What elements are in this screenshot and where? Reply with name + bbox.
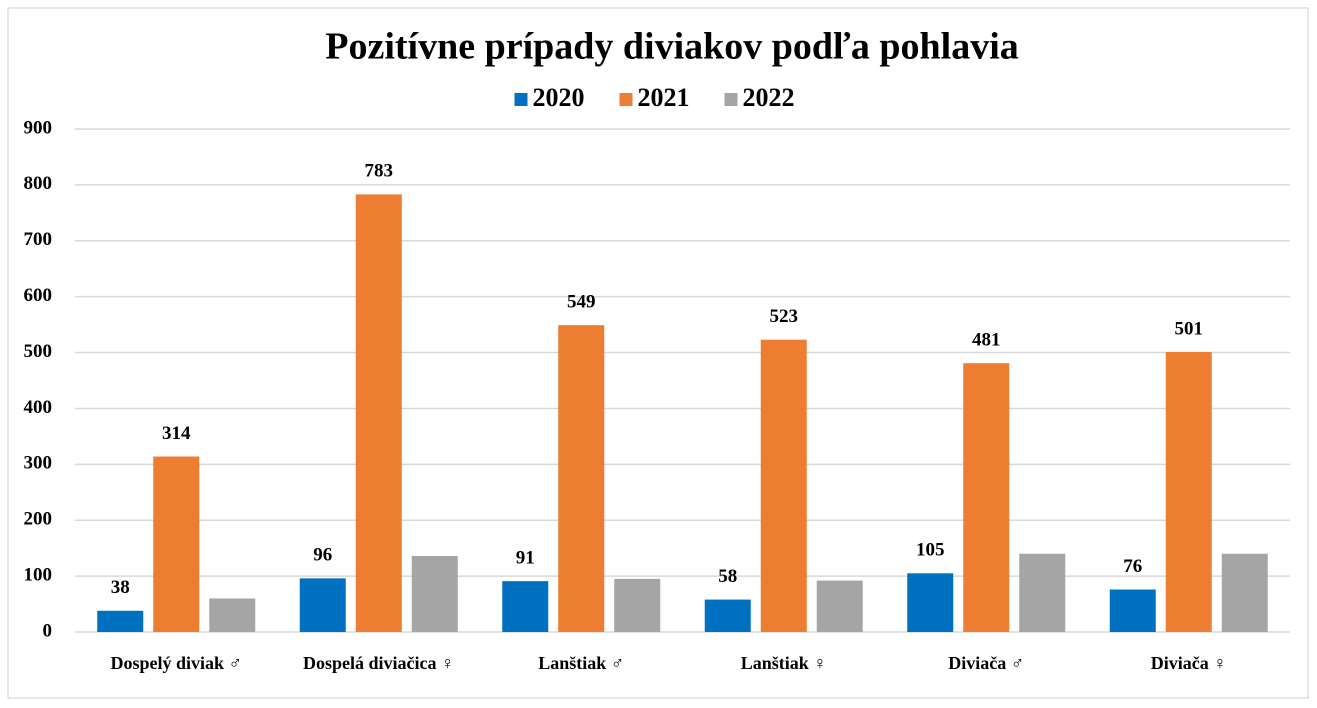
bar bbox=[299, 578, 346, 632]
bar bbox=[963, 363, 1010, 632]
data-label: 783 bbox=[365, 161, 394, 182]
chart-title: Pozitívne prípady diviakov podľa pohlavi… bbox=[325, 26, 1019, 68]
data-label: 481 bbox=[972, 330, 1001, 351]
data-label: 38 bbox=[111, 577, 130, 598]
bar bbox=[1221, 553, 1268, 632]
bar bbox=[502, 581, 549, 632]
legend-swatch bbox=[619, 93, 633, 106]
bar bbox=[760, 339, 807, 632]
legend-label: 2021 bbox=[638, 83, 690, 112]
data-label: 314 bbox=[162, 423, 191, 444]
x-tick-label: Dospelá diviačica ♀ bbox=[303, 653, 455, 673]
y-tick-label: 300 bbox=[24, 453, 53, 474]
bar bbox=[209, 598, 256, 632]
legend-swatch bbox=[724, 93, 738, 106]
y-tick-label: 500 bbox=[24, 341, 53, 362]
legend-label: 2020 bbox=[533, 83, 585, 112]
legend-swatch bbox=[514, 93, 528, 106]
y-tick-label: 600 bbox=[24, 285, 53, 306]
data-label: 501 bbox=[1175, 318, 1204, 339]
x-tick-label: Diviača ♀ bbox=[1150, 653, 1227, 673]
bar bbox=[153, 456, 200, 632]
x-tick-label: Lanštiak ♀ bbox=[740, 653, 827, 673]
bar bbox=[558, 325, 605, 632]
data-label: 76 bbox=[1123, 556, 1142, 577]
bar bbox=[97, 610, 144, 632]
data-label: 549 bbox=[567, 292, 596, 313]
bar bbox=[704, 599, 751, 632]
x-tick-label: Dospelý diviak ♂ bbox=[110, 653, 243, 673]
bar bbox=[907, 573, 954, 632]
bar bbox=[614, 578, 661, 632]
legend-label: 2022 bbox=[743, 83, 795, 112]
x-tick-label: Lanštiak ♂ bbox=[538, 653, 625, 673]
data-label: 58 bbox=[718, 566, 737, 587]
bar bbox=[1109, 589, 1156, 632]
bar bbox=[1165, 351, 1212, 632]
bar bbox=[816, 580, 863, 632]
x-tick-label: Diviača ♂ bbox=[948, 653, 1025, 673]
y-tick-label: 700 bbox=[24, 229, 53, 250]
bar bbox=[1019, 553, 1066, 632]
data-label: 91 bbox=[516, 548, 535, 569]
data-label: 523 bbox=[770, 306, 799, 327]
bar bbox=[355, 194, 402, 632]
y-tick-label: 0 bbox=[43, 620, 53, 641]
data-label: 96 bbox=[313, 545, 332, 566]
y-tick-label: 900 bbox=[24, 117, 53, 138]
y-tick-label: 400 bbox=[24, 397, 53, 418]
y-tick-label: 800 bbox=[24, 173, 53, 194]
y-tick-label: 200 bbox=[24, 509, 53, 530]
bar bbox=[411, 555, 458, 632]
data-label: 105 bbox=[916, 540, 945, 561]
y-tick-label: 100 bbox=[24, 564, 53, 585]
